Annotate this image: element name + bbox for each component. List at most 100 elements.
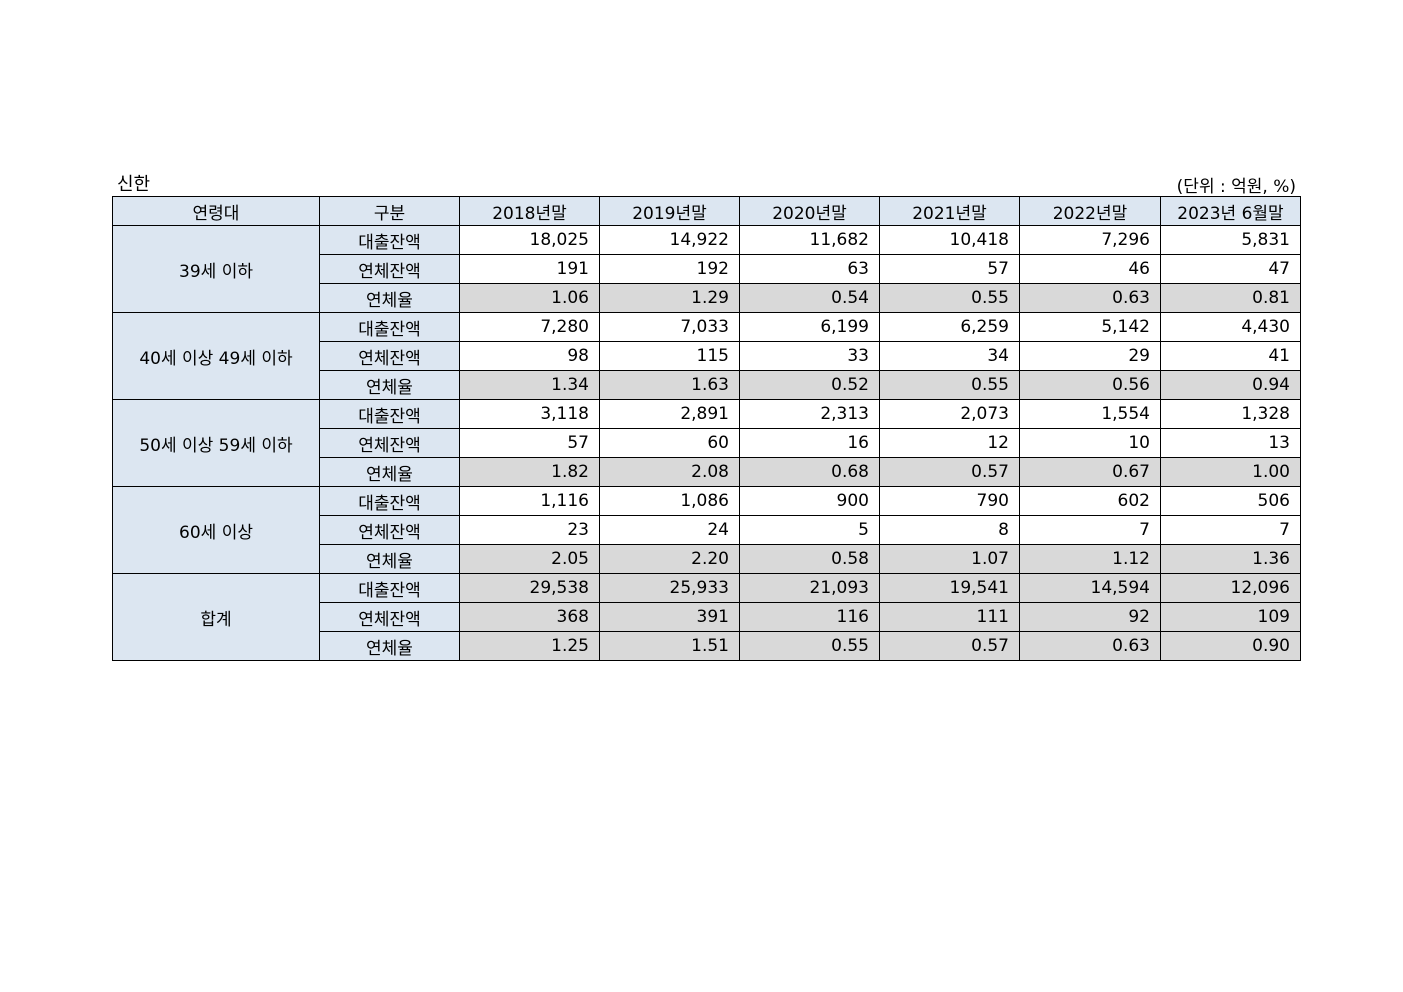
row-label: 연체잔액 [319,515,460,545]
cell: 92 [1019,602,1161,632]
cell: 506 [1160,486,1301,516]
cell: 7,033 [599,312,740,342]
cell: 0.67 [1019,457,1161,487]
cell: 1.63 [599,370,740,400]
row-label: 연체율 [319,631,460,661]
row-label: 대출잔액 [319,312,460,342]
cell: 57 [459,428,600,458]
cell: 2,073 [879,399,1020,429]
cell: 1.06 [459,283,600,313]
table-row: 연체율 1.25 1.51 0.55 0.57 0.63 0.90 [113,631,1301,661]
group-label: 39세 이하 [112,225,320,313]
row-label: 연체율 [319,370,460,400]
cell: 0.63 [1019,283,1161,313]
table-row: 60세 이상 대출잔액 1,116 1,086 900 790 602 506 [112,486,1301,574]
cell: 1,116 [459,486,600,516]
table-row: 연체잔액 191 192 63 57 46 47 [113,254,1301,284]
column-header: 구분 [319,196,460,226]
cell: 57 [879,254,1020,284]
cell: 23 [459,515,600,545]
cell: 192 [599,254,740,284]
cell: 29,538 [459,573,600,603]
title: 신한 [117,174,151,195]
cell: 2,891 [599,399,740,429]
cell: 2,313 [739,399,880,429]
cell: 7 [1019,515,1161,545]
cell: 115 [599,341,740,371]
cell: 2.08 [599,457,740,487]
table-row: 39세 이하 대출잔액 18,025 14,922 11,682 10,418 7,296 5… [112,225,1301,313]
header-row: 연령대 구분 2018년말 2019년말 2020년말 2021년말 2022년말 2023년… [112,196,1301,226]
cell: 1.82 [459,457,600,487]
cell: 116 [739,602,880,632]
cell: 1.00 [1160,457,1301,487]
cell: 1,554 [1019,399,1161,429]
cell: 0.55 [739,631,880,661]
cell: 11,682 [739,225,880,255]
column-header: 2018년말 [459,196,600,226]
table-row: 연체율 1.82 2.08 0.68 0.57 0.67 1.00 [113,457,1301,487]
table-row: 연체율 1.06 1.29 0.54 0.55 0.63 0.81 [113,283,1301,313]
cell: 1.12 [1019,544,1161,574]
cell: 16 [739,428,880,458]
cell: 0.52 [739,370,880,400]
table-row: 40세 이상 49세 이하 대출잔액 7,280 7,033 6,199 6,259 5,1… [112,312,1301,400]
cell: 0.57 [879,457,1020,487]
table-row: 50세 이상 59세 이하 대출잔액 3,118 2,891 2,313 2,073 1,5… [112,399,1301,487]
cell: 368 [459,602,600,632]
cell: 0.81 [1160,283,1301,313]
table-row: 합계 대출잔액 29,538 25,933 21,093 19,541 14,594 12,0… [112,573,1301,661]
row-label: 대출잔액 [319,225,460,255]
cell: 13 [1160,428,1301,458]
cell: 2.05 [459,544,600,574]
cell: 602 [1019,486,1161,516]
cell: 391 [599,602,740,632]
cell: 19,541 [879,573,1020,603]
cell: 25,933 [599,573,740,603]
cell: 790 [879,486,1020,516]
cell: 5,142 [1019,312,1161,342]
row-label: 연체율 [319,544,460,574]
cell: 7 [1160,515,1301,545]
cell: 41 [1160,341,1301,371]
cell: 0.55 [879,283,1020,313]
cell: 60 [599,428,740,458]
group-label: 60세 이상 [112,486,320,574]
row-label: 대출잔액 [319,399,460,429]
cell: 0.90 [1160,631,1301,661]
row-label: 대출잔액 [319,486,460,516]
cell: 6,259 [879,312,1020,342]
column-header: 2020년말 [739,196,880,226]
cell: 0.54 [739,283,880,313]
cell: 24 [599,515,740,545]
table-row: 연체잔액 23 24 5 8 7 7 [113,515,1301,545]
cell: 7,296 [1019,225,1161,255]
cell: 5 [739,515,880,545]
cell: 1,328 [1160,399,1301,429]
cell: 12,096 [1160,573,1301,603]
cell: 111 [879,602,1020,632]
cell: 29 [1019,341,1161,371]
cell: 4,430 [1160,312,1301,342]
cell: 34 [879,341,1020,371]
cell: 191 [459,254,600,284]
cell: 0.63 [1019,631,1161,661]
group-label: 합계 [112,573,320,661]
cell: 3,118 [459,399,600,429]
cell: 33 [739,341,880,371]
cell: 14,922 [599,225,740,255]
column-header: 2023년 6월말 [1160,196,1301,226]
row-label: 연체율 [319,283,460,313]
cell: 0.57 [879,631,1020,661]
cell: 63 [739,254,880,284]
group-label: 40세 이상 49세 이하 [112,312,320,400]
cell: 14,594 [1019,573,1161,603]
cell: 6,199 [739,312,880,342]
table-row: 연체잔액 57 60 16 12 10 13 [113,428,1301,458]
cell: 0.58 [739,544,880,574]
cell: 1.51 [599,631,740,661]
row-label: 연체율 [319,457,460,487]
cell: 1.34 [459,370,600,400]
column-header: 2022년말 [1019,196,1161,226]
